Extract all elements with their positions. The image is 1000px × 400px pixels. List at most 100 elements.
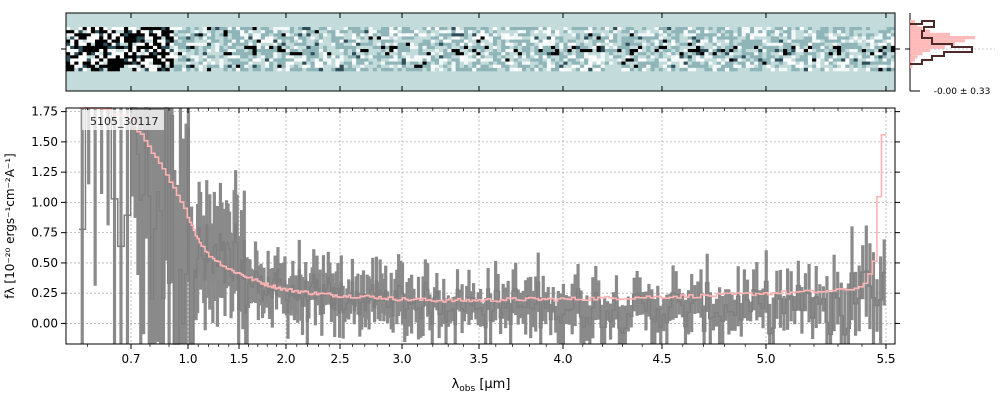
2d-spectrum-pixel	[472, 33, 477, 37]
2d-spectrum-pixel	[99, 27, 104, 31]
2d-spectrum-pixel	[385, 33, 390, 37]
2d-spectrum-pixel	[289, 58, 295, 62]
2d-spectrum-pixel	[480, 45, 485, 50]
2d-spectrum-pixel	[165, 42, 170, 47]
2d-spectrum-pixel	[890, 42, 896, 47]
2d-spectrum-pixel	[144, 33, 150, 37]
2d-spectrum-pixel	[812, 27, 817, 31]
2d-spectrum-pixel	[824, 42, 829, 47]
2d-spectrum-pixel	[745, 27, 751, 31]
2d-spectrum-pixel	[339, 52, 345, 56]
2d-spectrum-pixel	[791, 33, 796, 37]
2d-spectrum-pixel	[157, 67, 162, 72]
2d-spectrum-pixel	[563, 30, 568, 34]
2d-spectrum-pixel	[231, 55, 237, 59]
2d-spectrum-pixel	[716, 36, 722, 40]
2d-spectrum-pixel	[720, 27, 726, 31]
2d-spectrum-pixel	[289, 61, 295, 66]
2d-spectrum-pixel	[111, 33, 117, 37]
2d-spectrum-pixel	[103, 36, 108, 40]
2d-spectrum-pixel	[426, 45, 432, 50]
2d-spectrum-pixel	[762, 33, 767, 37]
2d-spectrum-pixel	[198, 42, 204, 47]
2d-spectrum-pixel	[534, 52, 539, 56]
2d-spectrum-pixel	[206, 30, 212, 34]
2d-spectrum-pixel	[235, 52, 241, 56]
2d-spectrum-pixel	[704, 58, 709, 62]
2d-spectrum-pixel	[426, 61, 432, 66]
2d-spectrum-pixel	[277, 36, 282, 40]
2d-spectrum-pixel	[646, 36, 651, 40]
2d-spectrum-pixel	[161, 30, 166, 34]
2d-spectrum-pixel	[766, 42, 771, 47]
2d-spectrum-pixel	[293, 33, 299, 37]
2d-spectrum-pixel	[285, 52, 291, 56]
2d-spectrum-pixel	[157, 61, 162, 66]
2d-spectrum-pixel	[538, 33, 543, 37]
2d-spectrum-pixel	[439, 33, 444, 37]
2d-spectrum-pixel	[335, 61, 340, 66]
2d-spectrum-pixel	[335, 45, 340, 50]
2d-spectrum-pixel	[720, 61, 726, 66]
2d-spectrum-pixel	[642, 49, 647, 53]
2d-spectrum-pixel	[264, 55, 270, 59]
2d-spectrum-pixel	[281, 33, 286, 37]
2d-spectrum-pixel	[841, 27, 846, 31]
2d-spectrum-pixel	[874, 39, 879, 44]
2d-spectrum-pixel	[708, 52, 713, 56]
2d-spectrum-pixel	[716, 33, 722, 37]
2d-spectrum-pixel	[252, 30, 257, 34]
2d-spectrum-pixel	[600, 61, 606, 66]
2d-spectrum-pixel	[468, 52, 473, 56]
2d-spectrum-pixel	[758, 36, 763, 40]
2d-spectrum-pixel	[795, 52, 800, 56]
2d-spectrum-pixel	[430, 61, 436, 66]
2d-spectrum-pixel	[368, 58, 374, 62]
2d-spectrum-pixel	[604, 36, 610, 40]
2d-spectrum-pixel	[182, 67, 187, 72]
2d-spectrum-pixel	[132, 30, 137, 34]
2d-spectrum-pixel	[654, 39, 660, 44]
2d-spectrum-pixel	[575, 42, 581, 47]
2d-spectrum-pixel	[600, 49, 606, 53]
2d-spectrum-pixel	[878, 36, 883, 40]
2d-spectrum-pixel	[393, 58, 398, 62]
2d-spectrum-pixel	[405, 27, 411, 31]
2d-spectrum-pixel	[745, 58, 751, 62]
2d-spectrum-pixel	[124, 67, 129, 72]
2d-spectrum-pixel	[700, 52, 705, 56]
2d-spectrum-pixel	[700, 42, 705, 47]
2d-spectrum-pixel	[256, 39, 262, 44]
2d-spectrum-pixel	[281, 27, 286, 31]
2d-spectrum-pixel	[360, 58, 365, 62]
2d-spectrum-pixel	[488, 64, 494, 69]
y-tick-label: 1.25	[31, 165, 58, 179]
2d-spectrum-pixel	[111, 49, 117, 53]
2d-spectrum-pixel	[729, 42, 734, 47]
2d-spectrum-pixel	[832, 39, 838, 44]
x-tick-label: 3.0	[392, 352, 411, 366]
2d-spectrum-pixel	[99, 52, 104, 56]
2d-spectrum-pixel	[227, 67, 233, 72]
2d-spectrum-pixel	[563, 64, 568, 69]
2d-spectrum-pixel	[439, 49, 444, 53]
2d-spectrum-pixel	[182, 55, 187, 59]
2d-spectrum-pixel	[281, 58, 286, 62]
y-tick-label: 1.75	[31, 105, 58, 119]
2d-spectrum-pixel	[575, 39, 581, 44]
2d-spectrum-pixel	[310, 45, 315, 50]
2d-spectrum-pixel	[322, 67, 328, 72]
2d-spectrum-pixel	[472, 45, 477, 50]
2d-spectrum-pixel	[758, 27, 763, 31]
2d-spectrum-pixel	[360, 49, 365, 53]
2d-spectrum-pixel	[190, 67, 195, 72]
2d-spectrum-pixel	[397, 64, 403, 69]
2d-spectrum-pixel	[542, 67, 548, 72]
2d-spectrum-pixel	[559, 33, 564, 37]
2d-spectrum-pixel	[451, 49, 456, 53]
2d-spectrum-pixel	[289, 52, 295, 56]
2d-spectrum-pixel	[144, 52, 150, 56]
x-tick-label: 0.7	[121, 352, 140, 366]
2d-spectrum-pixel	[293, 30, 299, 34]
2d-spectrum-pixel	[608, 39, 614, 44]
